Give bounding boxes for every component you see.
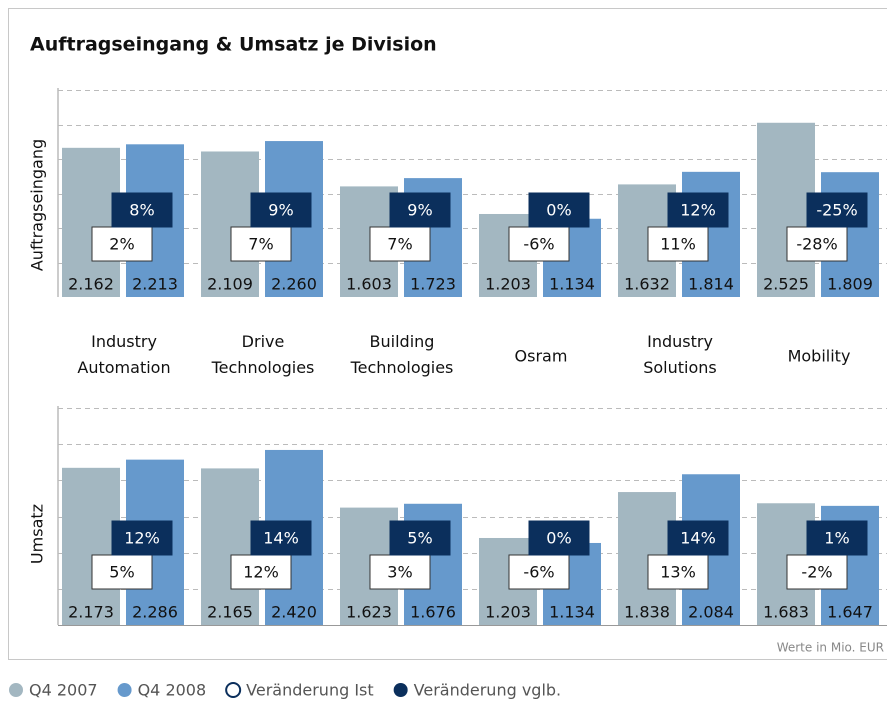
value-label: 1.203 <box>485 603 531 622</box>
x-tick-label: Industry Automation <box>77 332 170 377</box>
note: Werte in Mio. EUR <box>777 641 884 655</box>
change-label: 1% <box>824 529 849 548</box>
change-label: 8% <box>129 201 154 220</box>
value-label: 1.647 <box>827 603 873 622</box>
value-label: 2.162 <box>68 275 114 294</box>
change-box <box>389 520 451 556</box>
value-label: 2.260 <box>271 275 317 294</box>
change-box <box>369 554 431 590</box>
change-label: 14% <box>680 529 716 548</box>
bar <box>757 122 815 298</box>
change-label: -6% <box>523 235 554 254</box>
value-label: 1.809 <box>827 275 873 294</box>
change-label: 12% <box>124 529 160 548</box>
value-label: 1.603 <box>346 275 392 294</box>
value-label: 1.134 <box>549 603 595 622</box>
x-tick-label: Mobility <box>788 347 851 366</box>
value-label: 2.525 <box>763 275 809 294</box>
change-box <box>369 226 431 262</box>
change-box <box>250 520 312 556</box>
bar <box>62 147 120 297</box>
change-label: -2% <box>801 563 832 582</box>
legend-label: Q4 2007 <box>29 681 98 700</box>
x-tick-label: Industry Solutions <box>643 332 717 377</box>
change-box <box>667 192 729 228</box>
legend-swatch <box>225 682 242 698</box>
x-tick-label: Drive Technologies <box>211 332 315 377</box>
change-label: -28% <box>796 235 837 254</box>
change-box <box>647 554 709 590</box>
legend-swatch <box>9 683 23 697</box>
change-box <box>528 520 590 556</box>
bar <box>201 151 259 297</box>
value-label: 2.084 <box>688 603 734 622</box>
change-label: 7% <box>248 235 273 254</box>
change-box <box>508 226 570 262</box>
value-label: 2.420 <box>271 603 317 622</box>
chart-title: Auftragseingang & Umsatz je Division <box>30 34 437 56</box>
value-label: 1.838 <box>624 603 670 622</box>
legend-swatch <box>393 683 408 697</box>
change-box <box>786 226 848 262</box>
value-label: 1.203 <box>485 275 531 294</box>
change-box <box>91 554 153 590</box>
value-label: 2.109 <box>207 275 253 294</box>
frame <box>8 8 887 660</box>
legend-label: Veränderung Ist <box>246 681 374 700</box>
x-tick-label: Building Technologies <box>350 332 454 377</box>
change-label: -25% <box>816 201 857 220</box>
change-label: 3% <box>387 563 412 582</box>
value-label: 1.723 <box>410 275 456 294</box>
legend-label: Veränderung vglb. <box>414 681 561 700</box>
value-label: 1.676 <box>410 603 456 622</box>
change-box <box>230 554 292 590</box>
legend-swatch <box>117 683 132 697</box>
value-label: 1.632 <box>624 275 670 294</box>
change-box <box>389 192 451 228</box>
change-box <box>508 554 570 590</box>
change-label: 12% <box>680 201 716 220</box>
value-label: 2.286 <box>132 603 178 622</box>
change-box <box>230 226 292 262</box>
change-label: 9% <box>268 201 293 220</box>
bar <box>62 467 120 625</box>
change-box <box>667 520 729 556</box>
change-label: 13% <box>660 563 696 582</box>
change-label: 9% <box>407 201 432 220</box>
change-box <box>111 520 173 556</box>
change-label: 14% <box>263 529 299 548</box>
value-label: 2.173 <box>68 603 114 622</box>
x-tick-label: Osram <box>515 347 568 366</box>
value-label: 1.683 <box>763 603 809 622</box>
change-box <box>806 520 868 556</box>
value-label: 2.213 <box>132 275 178 294</box>
change-label: 11% <box>660 235 696 254</box>
change-box <box>528 192 590 228</box>
legend-label: Q4 2008 <box>138 681 207 700</box>
change-box <box>111 192 173 228</box>
value-label: 1.134 <box>549 275 595 294</box>
change-label: 0% <box>546 529 571 548</box>
value-label: 1.814 <box>688 275 734 294</box>
change-label: 5% <box>407 529 432 548</box>
value-label: 2.165 <box>207 603 253 622</box>
change-box <box>647 226 709 262</box>
change-label: 12% <box>243 563 279 582</box>
bar <box>201 468 259 625</box>
change-box <box>806 192 868 228</box>
change-label: 5% <box>109 563 134 582</box>
change-label: 2% <box>109 235 134 254</box>
change-label: -6% <box>523 563 554 582</box>
change-box <box>250 192 312 228</box>
y-axis-label: Umsatz <box>28 504 47 564</box>
value-label: 1.623 <box>346 603 392 622</box>
change-label: 7% <box>387 235 412 254</box>
change-label: 0% <box>546 201 571 220</box>
y-axis-label: Auftragseingang <box>28 139 47 271</box>
